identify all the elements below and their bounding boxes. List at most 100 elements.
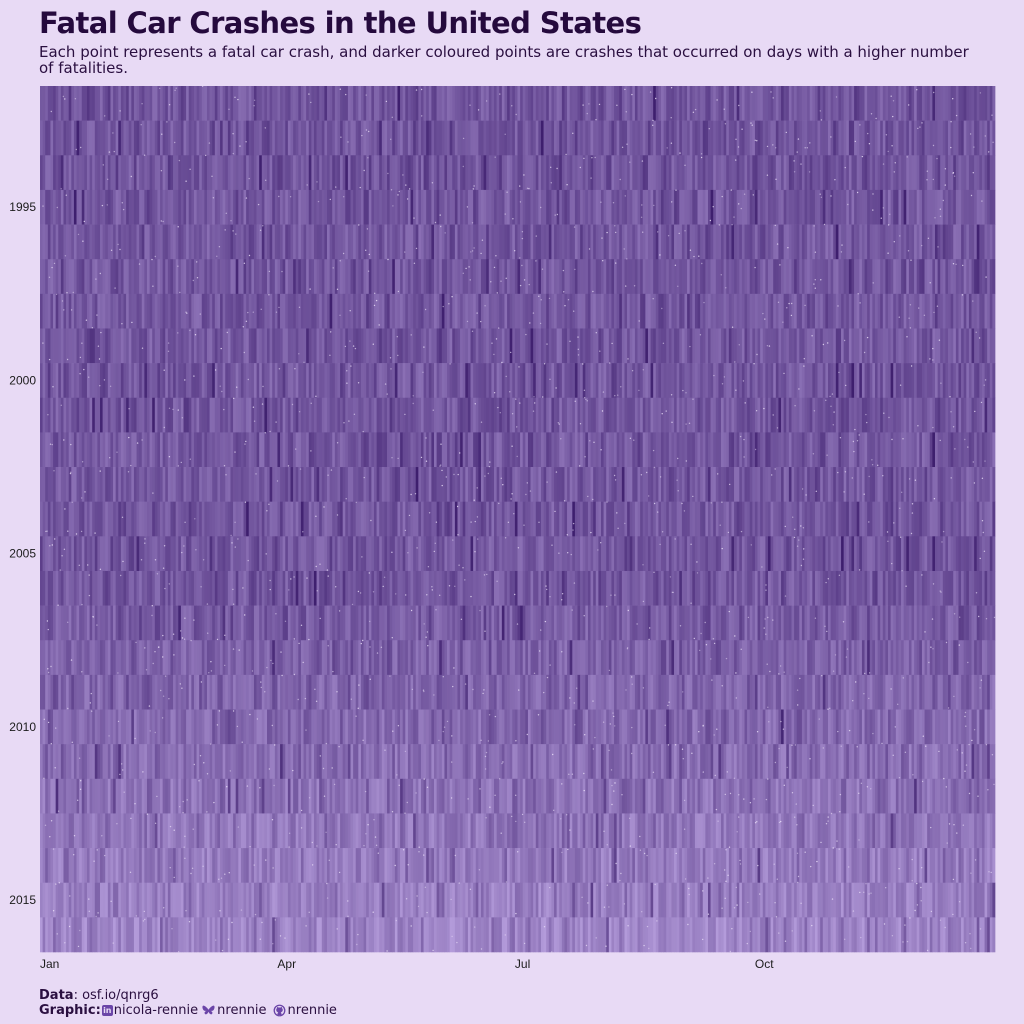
crash-day-mark	[204, 86, 208, 121]
crash-day-mark	[700, 224, 704, 260]
crash-day-mark	[624, 189, 628, 225]
crash-day-mark	[368, 328, 372, 364]
crash-day-mark	[311, 536, 315, 572]
crash-day-mark	[906, 501, 910, 537]
crash-day-mark	[321, 328, 325, 364]
crash-day-mark	[825, 328, 829, 364]
crash-day-mark	[303, 120, 307, 156]
crash-day-mark	[209, 467, 213, 502]
crash-day-mark	[674, 189, 678, 225]
crash-day-mark	[483, 224, 487, 260]
crash-day-mark	[932, 501, 936, 537]
crash-day-mark	[687, 397, 691, 433]
crash-day-mark	[843, 467, 847, 502]
crash-day-mark	[522, 259, 526, 295]
crash-day-mark	[381, 432, 385, 468]
crash-day-mark	[259, 467, 263, 502]
crash-day-mark	[206, 155, 210, 191]
crash-day-mark	[554, 224, 557, 260]
crash-day-mark	[522, 397, 526, 433]
crash-day-mark	[454, 501, 458, 537]
crash-day-mark	[616, 224, 620, 260]
crash-day-mark	[81, 293, 85, 329]
crash-day-mark	[770, 363, 774, 399]
crash-day-mark	[616, 155, 620, 191]
crash-day-mark	[676, 155, 680, 191]
crash-day-mark	[507, 155, 511, 191]
crash-day-mark	[295, 189, 299, 225]
crash-day-mark	[499, 501, 503, 537]
crash-day-mark	[963, 259, 967, 295]
crash-day-mark	[632, 189, 636, 225]
crash-day-mark	[734, 293, 738, 329]
crash-day-mark	[170, 224, 174, 260]
crash-day-mark	[42, 259, 46, 295]
crash-day-mark	[715, 86, 719, 121]
crash-day-mark	[324, 467, 328, 502]
crash-day-mark	[120, 363, 124, 399]
crash-day-mark	[400, 432, 404, 468]
crash-day-mark	[650, 293, 654, 329]
crash-day-mark	[79, 259, 83, 295]
crash-day-mark	[598, 501, 602, 537]
crash-day-mark	[287, 86, 291, 121]
crash-day-mark	[608, 397, 612, 433]
crash-day-mark	[744, 293, 748, 329]
crash-day-mark	[259, 397, 263, 433]
crash-day-mark	[880, 397, 884, 433]
crash-day-mark	[788, 397, 792, 433]
crash-day-mark	[66, 328, 70, 364]
crash-day-mark	[786, 189, 790, 225]
crash-day-mark	[212, 397, 216, 433]
crash-day-mark	[642, 189, 646, 225]
crash-day-mark	[981, 467, 985, 502]
crash-day-mark	[285, 155, 289, 191]
crash-day-mark	[434, 501, 437, 537]
crash-day-mark	[353, 293, 357, 329]
crash-day-mark	[929, 363, 933, 399]
crash-day-mark	[901, 328, 905, 364]
crash-day-mark	[405, 224, 409, 260]
crash-day-mark	[679, 397, 683, 433]
crash-day-mark	[470, 224, 474, 260]
crash-day-mark	[154, 432, 158, 468]
crash-day-mark	[687, 467, 691, 502]
crash-day-mark	[165, 189, 169, 225]
crash-day-mark	[420, 501, 424, 537]
crash-day-mark	[624, 501, 628, 537]
crash-day-mark	[906, 86, 910, 121]
crash-day-mark	[118, 536, 122, 572]
crash-day-mark	[243, 189, 247, 225]
crash-day-mark	[173, 432, 177, 468]
crash-day-mark	[546, 155, 550, 191]
crash-day-mark	[681, 86, 685, 121]
crash-day-mark	[199, 467, 203, 502]
crash-day-mark	[97, 501, 101, 537]
crash-day-mark	[919, 259, 923, 295]
crash-day-mark	[757, 155, 761, 191]
crash-day-mark	[246, 293, 250, 329]
crash-day-mark	[937, 467, 941, 502]
crash-day-mark	[465, 467, 469, 502]
crash-day-mark	[786, 501, 790, 537]
crash-day-mark	[749, 155, 753, 191]
crash-day-mark	[608, 155, 612, 191]
crash-day-mark	[227, 155, 231, 191]
crash-day-mark	[629, 120, 633, 156]
crash-day-mark	[290, 536, 294, 572]
crash-day-mark	[992, 328, 996, 364]
crash-day-mark	[113, 293, 117, 329]
crash-day-mark	[329, 120, 333, 156]
crash-day-mark	[572, 224, 576, 260]
crash-day-mark	[914, 86, 918, 121]
crash-day-mark	[113, 363, 117, 399]
crash-day-mark	[637, 363, 641, 399]
crash-day-mark	[199, 501, 203, 537]
crash-day-mark	[723, 363, 727, 399]
crash-day-mark	[893, 467, 897, 502]
crash-day-mark	[363, 86, 367, 121]
crash-day-mark	[715, 467, 719, 502]
crash-day-mark	[921, 363, 925, 399]
crash-day-mark	[598, 86, 602, 121]
crash-day-mark	[154, 86, 158, 121]
